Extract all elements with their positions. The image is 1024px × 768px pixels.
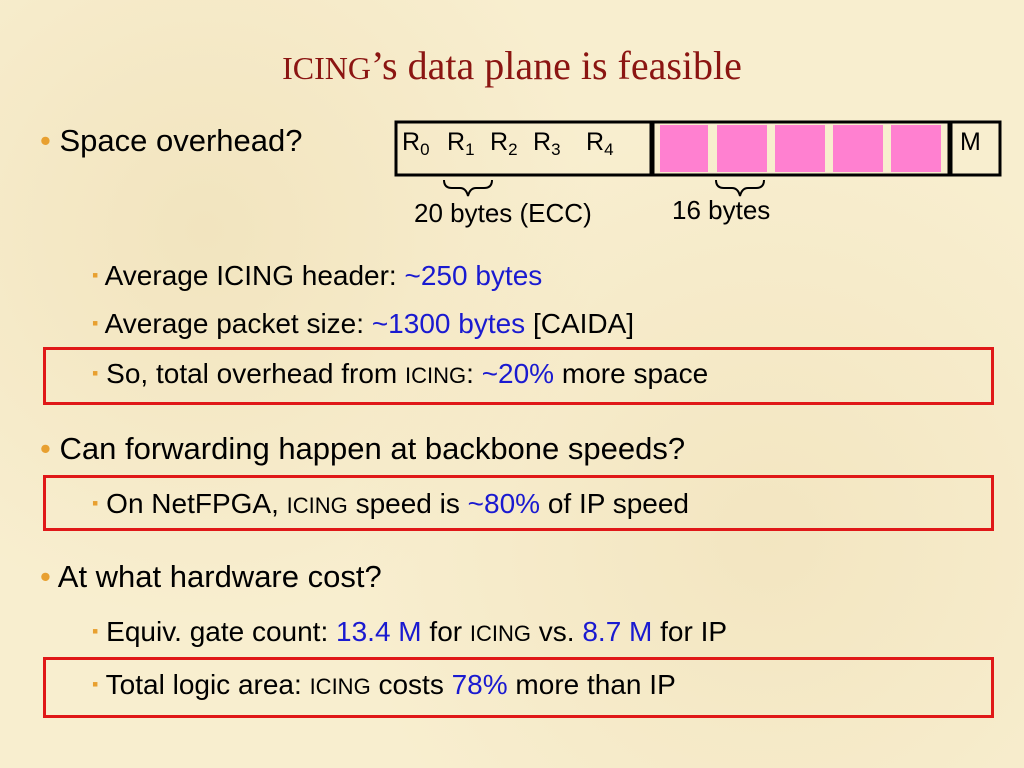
bullet-dot: • [40, 559, 51, 594]
sub-bullet: ▪ Total logic area: ICING costs 78% more… [92, 669, 676, 701]
mac-slot [833, 125, 883, 172]
value-text: 13.4 M [336, 616, 422, 647]
text-run: vs. [531, 616, 583, 647]
highlight-box [43, 347, 994, 405]
sub-bullet: ▪ On NetFPGA, ICING speed is ~80% of IP … [92, 488, 689, 520]
field-subscript: 4 [604, 140, 614, 159]
text-run: : [466, 358, 482, 389]
field-base: R [533, 128, 552, 156]
bullet-square: ▪ [92, 493, 99, 513]
text-run: So, total overhead from [106, 358, 405, 389]
value-text: ~1300 bytes [371, 308, 526, 339]
text-run: for [421, 616, 470, 647]
smallcaps-text: ICING [286, 493, 348, 518]
diagram-note: 16 bytes [672, 195, 771, 225]
packet-diagram [394, 120, 1002, 197]
brace [443, 179, 493, 197]
smallcaps-text: ICING [405, 363, 467, 388]
value-text: 78% [451, 669, 508, 700]
smallcaps-text: ICING [469, 621, 531, 646]
sub-bullet: ▪ Average packet size: ~1300 bytes [CAID… [92, 308, 634, 340]
field-base: R [447, 128, 466, 156]
mac-slot [775, 125, 825, 172]
sub-bullet: ▪ Average ICING header: ~250 bytes [92, 260, 542, 292]
sub-bullet: ▪ So, total overhead from ICING: ~20% mo… [92, 358, 708, 390]
smallcaps-text: ICING [282, 50, 371, 86]
text-run: Equiv. gate count: [106, 616, 337, 647]
mac-slot [717, 125, 767, 172]
bullet: • At what hardware cost? [40, 559, 382, 595]
text-run: Total logic area: [105, 669, 310, 700]
field-label: M [960, 128, 981, 156]
text-run: ’s data plane is feasible [370, 43, 742, 88]
text-run: more space [554, 358, 709, 389]
bullet-square: ▪ [92, 313, 99, 333]
bullet-text: Can forwarding happen at backbone speeds… [59, 431, 686, 466]
bullet-square: ▪ [92, 265, 99, 285]
bullet-square: ▪ [92, 621, 99, 641]
text-run: of IP speed [540, 488, 689, 519]
value-text: ~20% [481, 358, 555, 389]
value-text: 8.7 M [582, 616, 653, 647]
field-label: R0 [402, 128, 430, 160]
slide-title: ICING’s data plane is feasible [0, 42, 1024, 89]
diagram-note: 20 bytes (ECC) [414, 198, 592, 228]
bullet-text: At what hardware cost? [57, 559, 382, 594]
field-base: R [490, 128, 509, 156]
bullet-text: Space overhead? [59, 123, 303, 158]
field-subscript: 3 [551, 140, 561, 159]
field-label: R1 [447, 128, 475, 160]
packet-box [394, 120, 1002, 177]
field-base: R [586, 128, 605, 156]
text-run: costs [370, 669, 452, 700]
text-run: On NetFPGA, [106, 488, 287, 519]
bullet-square: ▪ [92, 363, 99, 383]
field-subscript: 0 [420, 140, 430, 159]
text-run: for IP [652, 616, 728, 647]
bullet-dot: • [40, 123, 51, 158]
bullet: • Can forwarding happen at backbone spee… [40, 431, 685, 467]
field-label: R2 [490, 128, 518, 160]
bullet-dot: • [40, 431, 51, 466]
smallcaps-text: ICING [309, 674, 371, 699]
text-run: speed is [347, 488, 468, 519]
field-subscript: 1 [465, 140, 475, 159]
field-label: R4 [586, 128, 614, 160]
field-base: R [402, 128, 421, 156]
text-run: Average packet size: [104, 308, 372, 339]
highlight-box [43, 657, 994, 718]
brace [715, 179, 765, 197]
field-subscript: 2 [508, 140, 518, 159]
text-run: [CAIDA] [525, 308, 635, 339]
text-run: Average ICING header: [104, 260, 405, 291]
mac-slot [660, 125, 708, 172]
sub-bullet: ▪ Equiv. gate count: 13.4 M for ICING vs… [92, 616, 727, 648]
text-run: more than IP [507, 669, 676, 700]
mac-slot [891, 125, 941, 172]
bullet-square: ▪ [92, 674, 99, 694]
bullet: • Space overhead? [40, 123, 303, 159]
value-text: ~80% [467, 488, 541, 519]
highlight-box [43, 475, 994, 531]
value-text: ~250 bytes [404, 260, 543, 291]
field-label: R3 [533, 128, 561, 160]
